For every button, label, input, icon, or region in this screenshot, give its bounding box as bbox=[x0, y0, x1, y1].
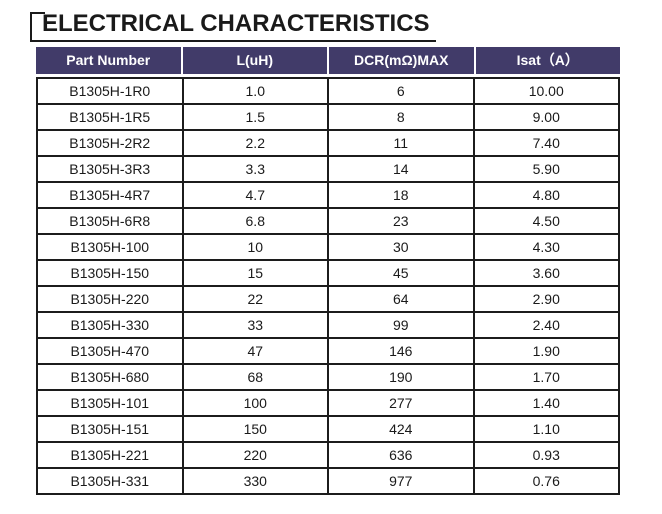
column-header-inductance: L(uH) bbox=[182, 47, 327, 74]
dcr-value-cell: 11 bbox=[327, 129, 475, 157]
inductance-value-cell: 47 bbox=[181, 337, 329, 365]
table-row: B1305H-2R2 2.2 11 7.40 bbox=[36, 129, 620, 157]
inductance-value-cell: 330 bbox=[181, 467, 329, 495]
table-row: B1305H-1R5 1.5 8 9.00 bbox=[36, 103, 620, 131]
isat-value-cell: 1.90 bbox=[472, 337, 620, 365]
dcr-value-cell: 277 bbox=[327, 389, 475, 417]
inductance-value-cell: 10 bbox=[181, 233, 329, 261]
dcr-value-cell: 190 bbox=[327, 363, 475, 391]
isat-value-cell: 1.70 bbox=[472, 363, 620, 391]
table-row: B1305H-331 330 977 0.76 bbox=[36, 467, 620, 495]
inductance-value-cell: 4.7 bbox=[181, 181, 329, 209]
dcr-value-cell: 14 bbox=[327, 155, 475, 183]
part-number-cell: B1305H-221 bbox=[36, 441, 184, 469]
part-number-cell: B1305H-4R7 bbox=[36, 181, 184, 209]
table-row: B1305H-330 33 99 2.40 bbox=[36, 311, 620, 339]
dcr-value-cell: 146 bbox=[327, 337, 475, 365]
isat-value-cell: 10.00 bbox=[472, 77, 620, 105]
corner-bracket-decoration bbox=[30, 12, 45, 41]
part-number-cell: B1305H-1R0 bbox=[36, 77, 184, 105]
table-row: B1305H-470 47 146 1.90 bbox=[36, 337, 620, 365]
isat-value-cell: 2.90 bbox=[472, 285, 620, 313]
isat-value-cell: 9.00 bbox=[472, 103, 620, 131]
isat-value-cell: 0.93 bbox=[472, 441, 620, 469]
part-number-cell: B1305H-470 bbox=[36, 337, 184, 365]
electrical-characteristics-table: Part Number L(uH) DCR(mΩ)MAX Isat（A） B13… bbox=[36, 47, 620, 495]
inductance-value-cell: 100 bbox=[181, 389, 329, 417]
dcr-value-cell: 99 bbox=[327, 311, 475, 339]
inductance-value-cell: 33 bbox=[181, 311, 329, 339]
dcr-value-cell: 636 bbox=[327, 441, 475, 469]
isat-value-cell: 4.50 bbox=[472, 207, 620, 235]
inductance-value-cell: 1.0 bbox=[181, 77, 329, 105]
part-number-cell: B1305H-150 bbox=[36, 259, 184, 287]
table-row: B1305H-220 22 64 2.90 bbox=[36, 285, 620, 313]
table-row: B1305H-6R8 6.8 23 4.50 bbox=[36, 207, 620, 235]
table-header-row: Part Number L(uH) DCR(mΩ)MAX Isat（A） bbox=[36, 47, 620, 74]
isat-value-cell: 4.30 bbox=[472, 233, 620, 261]
part-number-cell: B1305H-2R2 bbox=[36, 129, 184, 157]
isat-value-cell: 4.80 bbox=[472, 181, 620, 209]
part-number-cell: B1305H-330 bbox=[36, 311, 184, 339]
dcr-value-cell: 18 bbox=[327, 181, 475, 209]
column-header-isat: Isat（A） bbox=[475, 47, 620, 74]
inductance-value-cell: 1.5 bbox=[181, 103, 329, 131]
table-row: B1305H-680 68 190 1.70 bbox=[36, 363, 620, 391]
part-number-cell: B1305H-151 bbox=[36, 415, 184, 443]
part-number-cell: B1305H-100 bbox=[36, 233, 184, 261]
table-row: B1305H-221 220 636 0.93 bbox=[36, 441, 620, 469]
part-number-cell: B1305H-6R8 bbox=[36, 207, 184, 235]
inductance-value-cell: 2.2 bbox=[181, 129, 329, 157]
part-number-cell: B1305H-680 bbox=[36, 363, 184, 391]
inductance-value-cell: 22 bbox=[181, 285, 329, 313]
isat-value-cell: 5.90 bbox=[472, 155, 620, 183]
inductance-value-cell: 150 bbox=[181, 415, 329, 443]
dcr-value-cell: 6 bbox=[327, 77, 475, 105]
section-title-block: ELECTRICAL CHARACTERISTICS bbox=[30, 7, 436, 42]
column-header-dcr-max: DCR(mΩ)MAX bbox=[329, 47, 474, 74]
inductance-value-cell: 220 bbox=[181, 441, 329, 469]
table-row: B1305H-151 150 424 1.10 bbox=[36, 415, 620, 443]
inductance-value-cell: 68 bbox=[181, 363, 329, 391]
table-row: B1305H-4R7 4.7 18 4.80 bbox=[36, 181, 620, 209]
part-number-cell: B1305H-101 bbox=[36, 389, 184, 417]
table-row: B1305H-3R3 3.3 14 5.90 bbox=[36, 155, 620, 183]
dcr-value-cell: 424 bbox=[327, 415, 475, 443]
table-body-grid: B1305H-1R0 1.0 6 10.00 B1305H-1R5 1.5 8 9.00 B13… bbox=[36, 77, 620, 495]
column-header-part-number: Part Number bbox=[36, 47, 181, 74]
table-row: B1305H-100 10 30 4.30 bbox=[36, 233, 620, 261]
isat-value-cell: 1.10 bbox=[472, 415, 620, 443]
isat-value-cell: 2.40 bbox=[472, 311, 620, 339]
part-number-cell: B1305H-220 bbox=[36, 285, 184, 313]
dcr-value-cell: 23 bbox=[327, 207, 475, 235]
isat-value-cell: 0.76 bbox=[472, 467, 620, 495]
table-row: B1305H-150 15 45 3.60 bbox=[36, 259, 620, 287]
table-body: B1305H-1R0 1.0 6 10.00 B1305H-1R5 1.5 8 9.00 B13… bbox=[36, 77, 620, 495]
part-number-cell: B1305H-1R5 bbox=[36, 103, 184, 131]
table-row: B1305H-101 100 277 1.40 bbox=[36, 389, 620, 417]
page-title: ELECTRICAL CHARACTERISTICS bbox=[42, 10, 430, 37]
dcr-value-cell: 8 bbox=[327, 103, 475, 131]
dcr-value-cell: 64 bbox=[327, 285, 475, 313]
part-number-cell: B1305H-3R3 bbox=[36, 155, 184, 183]
isat-value-cell: 7.40 bbox=[472, 129, 620, 157]
dcr-value-cell: 45 bbox=[327, 259, 475, 287]
part-number-cell: B1305H-331 bbox=[36, 467, 184, 495]
table-row: B1305H-1R0 1.0 6 10.00 bbox=[36, 77, 620, 105]
dcr-value-cell: 977 bbox=[327, 467, 475, 495]
isat-value-cell: 1.40 bbox=[472, 389, 620, 417]
inductance-value-cell: 6.8 bbox=[181, 207, 329, 235]
isat-value-cell: 3.60 bbox=[472, 259, 620, 287]
inductance-value-cell: 3.3 bbox=[181, 155, 329, 183]
dcr-value-cell: 30 bbox=[327, 233, 475, 261]
inductance-value-cell: 15 bbox=[181, 259, 329, 287]
